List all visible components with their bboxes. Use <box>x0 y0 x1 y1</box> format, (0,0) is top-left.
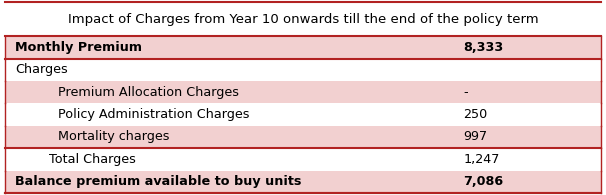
FancyBboxPatch shape <box>5 36 601 58</box>
FancyBboxPatch shape <box>5 103 601 126</box>
Text: 7,086: 7,086 <box>464 175 504 188</box>
Text: Monthly Premium: Monthly Premium <box>15 41 142 54</box>
Text: Total Charges: Total Charges <box>49 153 136 166</box>
Text: Premium Allocation Charges: Premium Allocation Charges <box>58 86 239 99</box>
FancyBboxPatch shape <box>5 58 601 81</box>
Text: Impact of Charges from Year 10 onwards till the end of the policy term: Impact of Charges from Year 10 onwards t… <box>68 12 538 26</box>
FancyBboxPatch shape <box>5 2 601 193</box>
Text: 250: 250 <box>464 108 488 121</box>
Text: 997: 997 <box>464 130 488 144</box>
Text: Charges: Charges <box>15 63 68 76</box>
Text: 1,247: 1,247 <box>464 153 500 166</box>
FancyBboxPatch shape <box>5 126 601 148</box>
FancyBboxPatch shape <box>5 148 601 171</box>
FancyBboxPatch shape <box>5 171 601 193</box>
Text: Policy Administration Charges: Policy Administration Charges <box>58 108 249 121</box>
Text: Mortality charges: Mortality charges <box>58 130 169 144</box>
Text: 8,333: 8,333 <box>464 41 504 54</box>
Text: Balance premium available to buy units: Balance premium available to buy units <box>15 175 302 188</box>
Text: -: - <box>464 86 468 99</box>
FancyBboxPatch shape <box>5 81 601 103</box>
